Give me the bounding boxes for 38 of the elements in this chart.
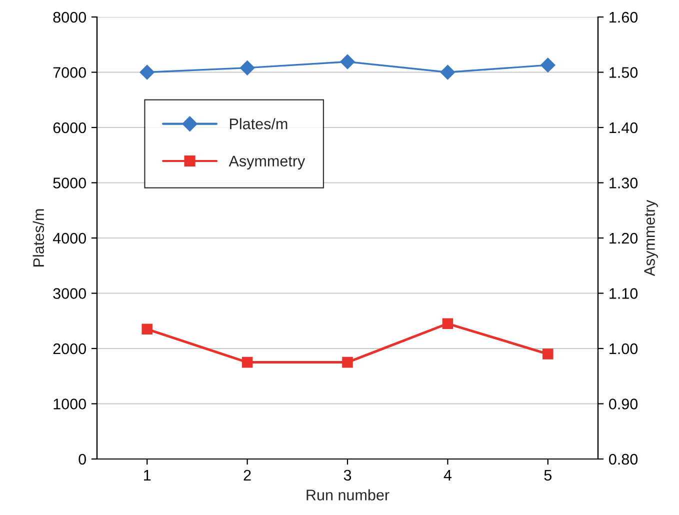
y-tick-label: 0 [78, 454, 86, 465]
x-axis-title: Run number [306, 489, 390, 500]
legend-label: Plates/m [230, 118, 288, 130]
y-tick-label: 1000 [54, 398, 86, 410]
x-tick-label: 5 [544, 470, 552, 481]
y-tick-label: 7000 [53, 67, 86, 78]
point [340, 54, 355, 70]
x-tick-label: 2 [244, 470, 251, 480]
point [440, 64, 456, 80]
y2-tick-label: 0.80 [609, 454, 638, 465]
y-tick-label: 4000 [52, 232, 86, 244]
point [140, 64, 154, 80]
y2-tick-label: 1.60 [610, 12, 638, 23]
y-tick-label: 2000 [53, 343, 86, 354]
point [142, 324, 152, 335]
point [242, 356, 253, 368]
y-tick-label: 5000 [53, 178, 86, 188]
y2-tick-label: 1.00 [610, 343, 638, 354]
y2-tick-label: 1.50 [610, 67, 638, 78]
point [342, 356, 353, 368]
point [240, 60, 255, 76]
y-tick-label: 8000 [53, 12, 86, 23]
y-tick-label: 6000 [53, 122, 86, 134]
x-tick-label: 1 [144, 470, 151, 480]
x-tick-label: 3 [344, 470, 352, 481]
y2-axis-title: Asymmetry [644, 200, 658, 276]
y2-tick-label: 1.10 [610, 288, 638, 299]
point [540, 58, 556, 72]
x-tick-label: 4 [444, 470, 452, 480]
y2-tick-label: 1.30 [610, 178, 638, 188]
y2-tick-label: 1.20 [610, 232, 638, 244]
y-axis-title: Plates/m [32, 209, 44, 266]
legend-label: Asymmetry [228, 156, 306, 170]
y2-tick-label: 0.90 [609, 398, 638, 410]
y2-tick-label: 1.40 [610, 122, 638, 134]
point [442, 318, 454, 330]
y-tick-label: 3000 [53, 288, 86, 299]
point [542, 348, 554, 360]
